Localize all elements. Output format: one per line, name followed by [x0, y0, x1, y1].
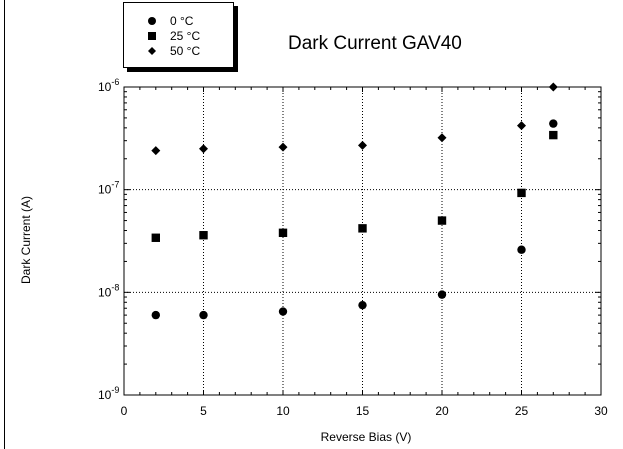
legend-label: 50 °C: [170, 44, 201, 58]
data-point-square: [199, 231, 208, 240]
circle-marker-icon: [148, 17, 156, 25]
x-tick-label: 15: [356, 404, 370, 418]
y-tick-label: 10-6: [98, 77, 119, 94]
data-point-circle: [549, 119, 558, 128]
data-point-square: [517, 188, 526, 198]
data-point-diamond: [517, 121, 526, 131]
x-tick-label: 0: [121, 404, 128, 418]
data-point-circle: [437, 290, 447, 299]
data-point-diamond: [151, 146, 161, 156]
legend-item-0c: 0 °C: [124, 13, 233, 29]
plot-area-frame: [123, 86, 602, 396]
y-tick-label: 10-9: [98, 385, 119, 402]
data-point-square: [358, 224, 367, 233]
data-point-square: [437, 216, 447, 225]
y-tick-label: 10-7: [98, 180, 119, 197]
left-border-line: [4, 0, 5, 449]
square-marker-icon: [148, 32, 156, 40]
x-tick-label: 20: [435, 404, 449, 418]
legend-label: 0 °C: [170, 14, 194, 28]
y-axis-label: Dark Current (A): [19, 196, 33, 284]
data-point-circle: [151, 310, 160, 320]
legend-item-50c: 50 °C: [124, 43, 233, 59]
legend-label: 25 °C: [170, 29, 201, 43]
legend-item-25c: 25 °C: [124, 28, 233, 44]
data-point-square: [151, 233, 160, 242]
data-point-diamond: [358, 140, 367, 150]
data-point-circle: [199, 310, 208, 320]
y-tick-label: 10-8: [98, 282, 119, 299]
x-axis-label: Reverse Bias (V): [321, 430, 412, 444]
legend: 0 °C 25 °C 50 °C: [123, 2, 234, 68]
data-point-square: [549, 130, 558, 140]
data-point-diamond: [437, 133, 447, 143]
x-tick-label: 25: [515, 404, 529, 418]
data-point-circle: [358, 300, 367, 310]
data-point-circle: [517, 245, 526, 254]
data-point-diamond: [278, 142, 288, 152]
diamond-marker-icon: [148, 47, 156, 55]
x-tick-label: 5: [200, 404, 207, 418]
data-point-square: [278, 228, 288, 238]
chart-title: Dark Current GAV40: [288, 33, 462, 54]
x-tick-label: 10: [276, 404, 290, 418]
data-point-circle: [278, 307, 288, 316]
x-tick-label: 30: [594, 404, 608, 418]
data-point-diamond: [199, 144, 208, 154]
data-point-diamond: [548, 82, 558, 92]
